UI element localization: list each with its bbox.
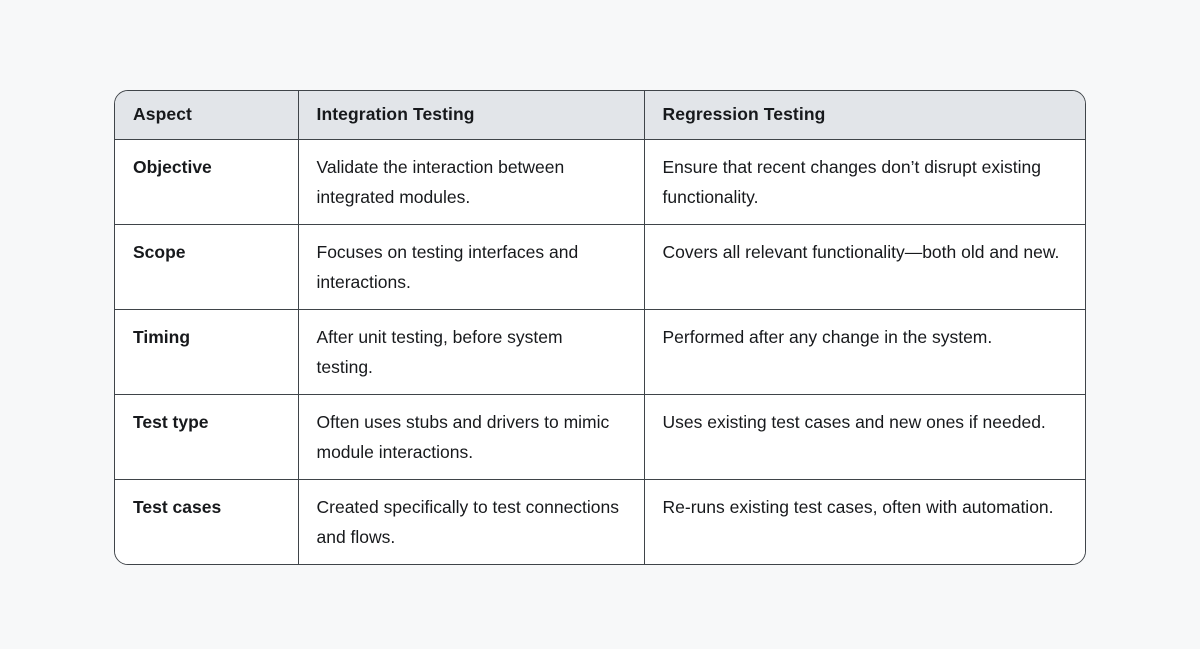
- cell-integration: Created specifically to test connections…: [298, 479, 645, 564]
- cell-integration: Validate the interaction between integra…: [298, 139, 645, 225]
- integration-vs-regression-table: Aspect Integration Testing Regression Te…: [115, 91, 1085, 564]
- cell-aspect: Objective: [115, 139, 299, 225]
- cell-regression: Uses existing test cases and new ones if…: [644, 394, 1085, 480]
- cell-aspect: Test type: [115, 394, 299, 480]
- table-row-test-type: Test type Often uses stubs and drivers t…: [115, 394, 1085, 480]
- cell-regression: Covers all relevant functionality—both o…: [644, 224, 1085, 310]
- cell-integration: Often uses stubs and drivers to mimic mo…: [298, 394, 645, 480]
- cell-integration: Focuses on testing interfaces and intera…: [298, 224, 645, 310]
- cell-regression: Ensure that recent changes don’t disrupt…: [644, 139, 1085, 225]
- cell-regression: Re-runs existing test cases, often with …: [644, 479, 1085, 564]
- table-row-test-cases: Test cases Created specifically to test …: [115, 479, 1085, 564]
- cell-aspect: Timing: [115, 309, 299, 395]
- cell-aspect: Test cases: [115, 479, 299, 564]
- column-header-aspect: Aspect: [115, 91, 299, 140]
- comparison-table: Aspect Integration Testing Regression Te…: [114, 90, 1086, 565]
- cell-aspect: Scope: [115, 224, 299, 310]
- table-row-scope: Scope Focuses on testing interfaces and …: [115, 224, 1085, 310]
- cell-regression: Performed after any change in the system…: [644, 309, 1085, 395]
- column-header-regression-testing: Regression Testing: [644, 91, 1085, 140]
- table-row-objective: Objective Validate the interaction betwe…: [115, 139, 1085, 225]
- header-row: Aspect Integration Testing Regression Te…: [115, 91, 1085, 140]
- table-row-timing: Timing After unit testing, before system…: [115, 309, 1085, 395]
- column-header-integration-testing: Integration Testing: [298, 91, 645, 140]
- cell-integration: After unit testing, before system testin…: [298, 309, 645, 395]
